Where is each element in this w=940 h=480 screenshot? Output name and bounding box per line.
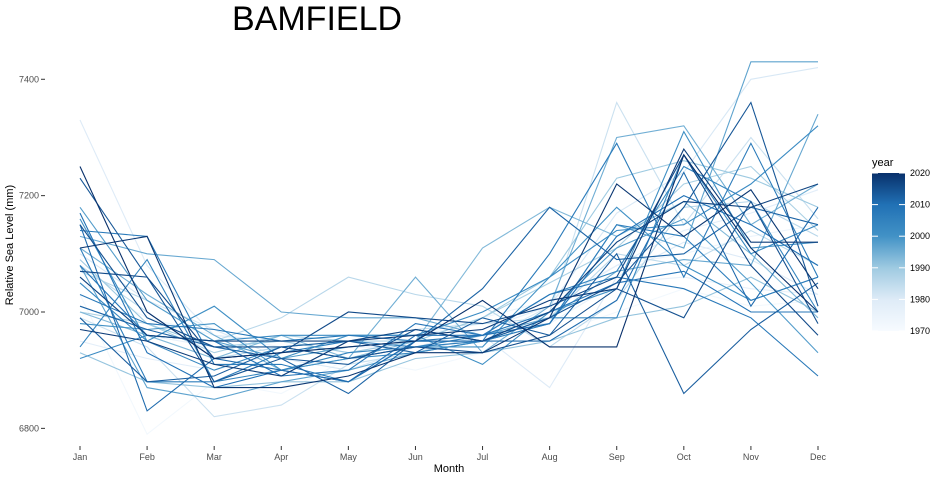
x-tick-label-jun: Jun xyxy=(408,452,423,462)
series-layer xyxy=(79,61,819,436)
legend: year 1970 1980 1990 2000 2010 2020 xyxy=(872,157,930,336)
x-tick-label-nov: Nov xyxy=(743,452,760,462)
legend-tick-label-2020: 2020 xyxy=(910,168,930,178)
legend-title: year xyxy=(872,157,894,169)
x-tick-label-aug: Aug xyxy=(542,452,558,462)
series-line-1983 xyxy=(79,101,819,418)
legend-tick-label-2010: 2010 xyxy=(910,200,930,210)
y-axis-label: Relative Sea Level (mm) xyxy=(4,185,16,305)
x-tick-label-oct: Oct xyxy=(677,452,692,462)
x-tick-label-mar: Mar xyxy=(206,452,222,462)
series-line-2019 xyxy=(79,183,819,389)
series-line-1986 xyxy=(79,200,819,348)
chart-title: BAMFIELD xyxy=(232,0,402,38)
x-axis-label: Month xyxy=(434,463,465,475)
x-axis: Jan Feb Mar Apr May Jun Jul Aug Sep Oct Nov Dec xyxy=(73,446,827,462)
series-line-2012 xyxy=(79,206,819,395)
series-line-2008 xyxy=(79,276,819,377)
series-line-2020 xyxy=(79,153,819,360)
series-line-2011 xyxy=(79,171,819,412)
series-line-1991 xyxy=(79,276,819,389)
x-tick-label-feb: Feb xyxy=(139,452,155,462)
series-line-1993 xyxy=(79,200,819,360)
legend-tick-label-1990: 1990 xyxy=(910,263,930,273)
x-tick-label-apr: Apr xyxy=(274,452,288,462)
y-axis: 6800 7000 7200 7400 xyxy=(19,74,45,433)
y-tick-label-7400: 7400 xyxy=(19,74,39,84)
series-line-2018 xyxy=(79,148,818,377)
x-tick-label-jul: Jul xyxy=(477,452,489,462)
y-tick-label-6800: 6800 xyxy=(19,423,39,433)
legend-tick-label-1980: 1980 xyxy=(910,294,930,304)
x-tick-label-sep: Sep xyxy=(609,452,625,462)
x-tick-label-jan: Jan xyxy=(73,452,88,462)
series-line-2017 xyxy=(79,183,819,342)
y-tick-label-7200: 7200 xyxy=(19,191,39,201)
series-line-1996 xyxy=(79,113,819,336)
x-tick-label-may: May xyxy=(340,452,358,462)
x-tick-label-dec: Dec xyxy=(810,452,827,462)
legend-colorbar xyxy=(872,173,905,331)
legend-tick-label-2000: 2000 xyxy=(910,231,930,241)
series-line-1972 xyxy=(79,288,819,436)
y-tick-label-7000: 7000 xyxy=(19,307,39,317)
legend-tick-label-1970: 1970 xyxy=(910,326,930,336)
series-line-2015 xyxy=(79,200,819,360)
